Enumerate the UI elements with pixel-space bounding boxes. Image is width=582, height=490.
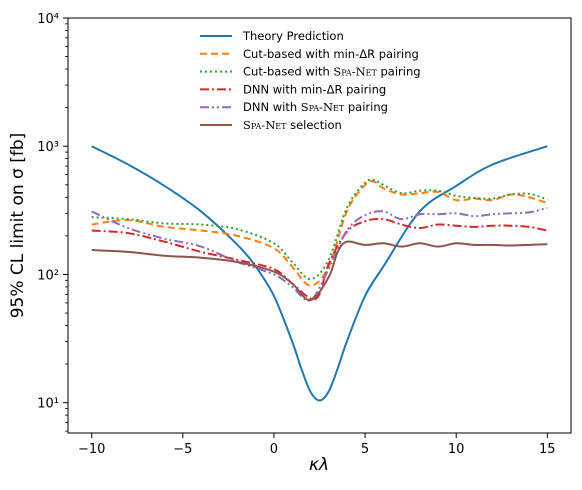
legend-label-1: Theory Prediction	[242, 29, 344, 43]
legend-label-5: DNN with Spa-Net pairing	[243, 100, 388, 114]
series-line-6	[91, 240, 548, 302]
y-tick-label: 10²	[37, 268, 59, 283]
y-tick-label: 10¹	[37, 397, 59, 412]
y-tick-label: 10⁴	[37, 12, 59, 27]
series-line-3	[91, 178, 548, 281]
series-line-2	[91, 180, 548, 287]
x-tick-label: 10	[448, 442, 465, 457]
series-line-4	[91, 217, 548, 301]
y-tick-label: 10³	[37, 140, 59, 155]
x-axis-label: κλ	[309, 455, 329, 475]
axes-layer: −10 −5 0 5 10 15 10¹ 10² 10³ 10⁴	[37, 12, 555, 457]
series-layer	[91, 145, 548, 402]
x-tick-label: −10	[78, 442, 105, 457]
legend-label-6: Spa-Net selection	[243, 118, 342, 132]
legend-label-3: Cut-based with Spa-Net pairing	[243, 65, 421, 79]
legend-label-2: Cut-based with min-ΔR pairing	[243, 47, 419, 61]
legend-label-4: DNN with min-ΔR pairing	[243, 82, 386, 96]
plot-frame	[67, 17, 572, 434]
x-tick-label: 5	[361, 442, 369, 457]
x-tick-label: 0	[270, 442, 278, 457]
legend: Theory Prediction Cut-based with min-ΔR p…	[200, 29, 421, 132]
series-line-5	[91, 206, 548, 302]
x-tick-label: −5	[173, 442, 192, 457]
y-axis-label: 95% CL limit on σ [fb]	[8, 133, 28, 319]
x-tick-label: 15	[539, 442, 556, 457]
